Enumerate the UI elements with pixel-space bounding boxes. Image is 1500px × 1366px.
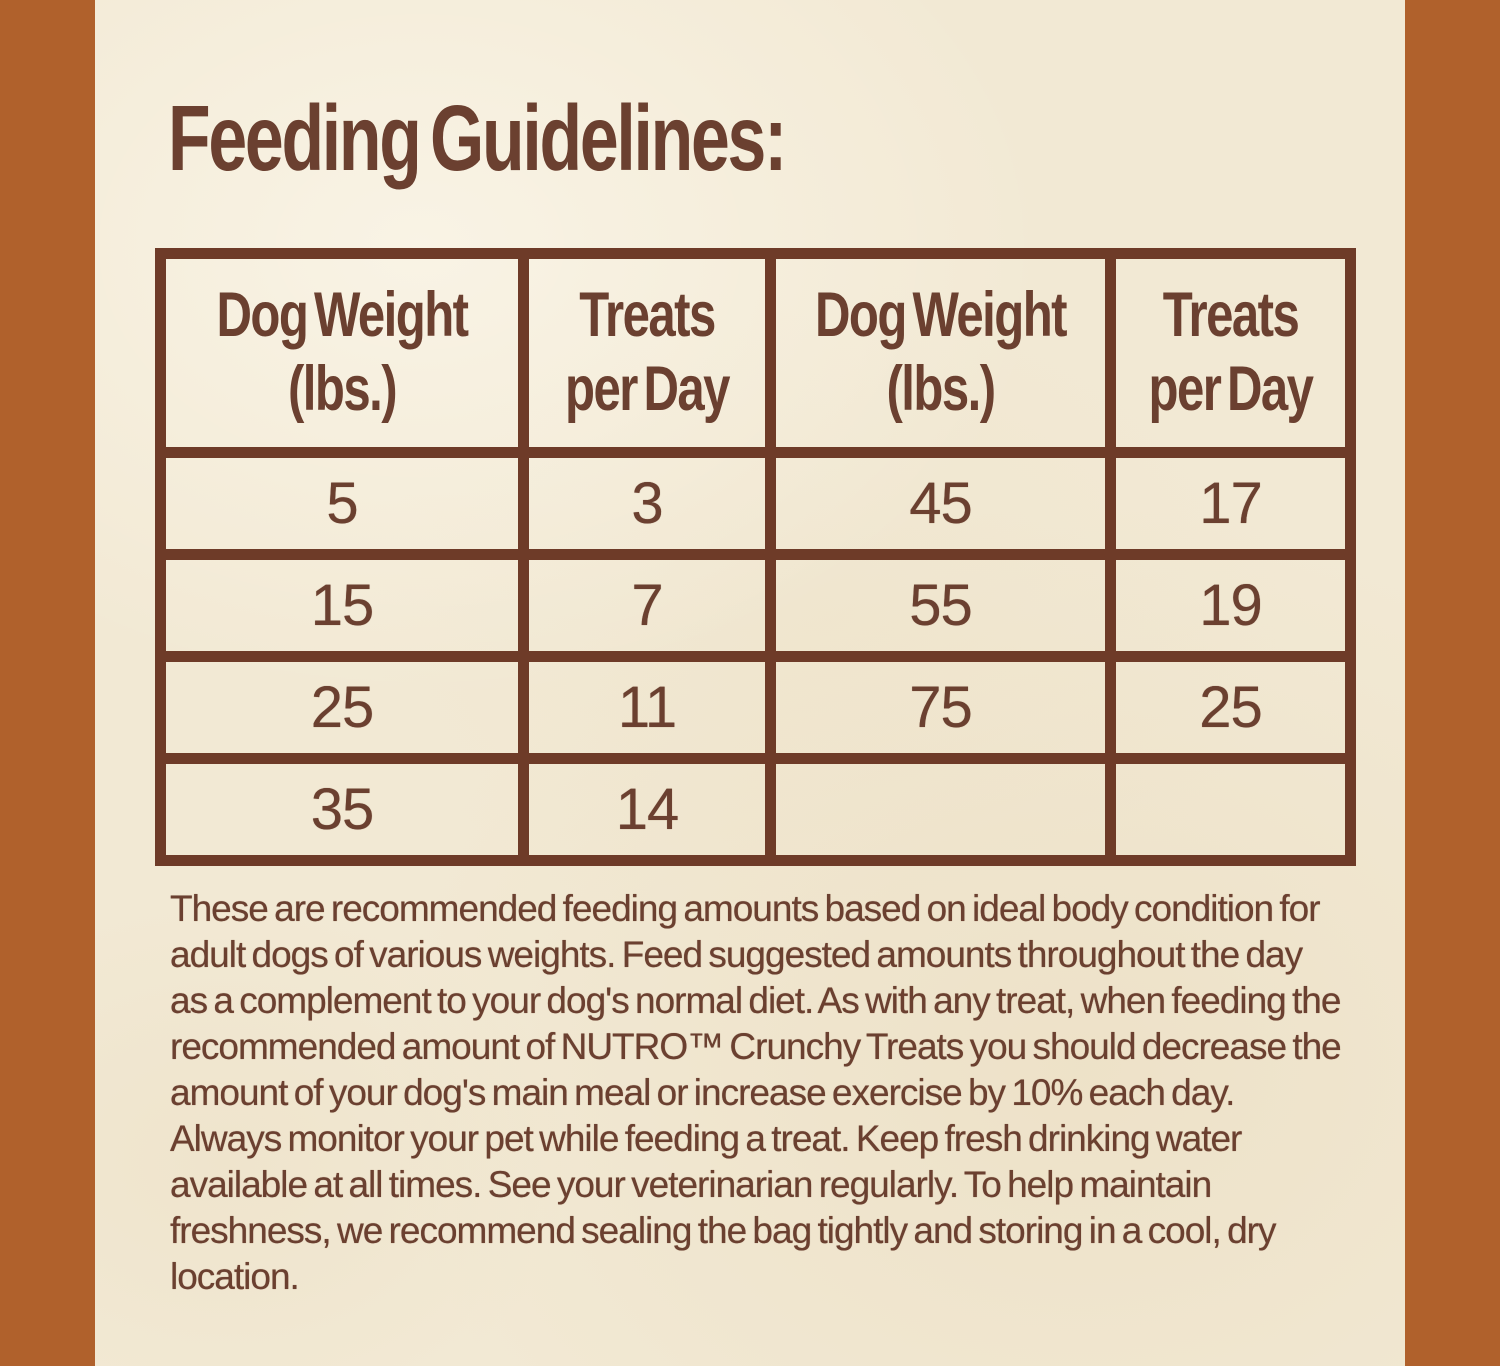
cell-treats-per-day: 19 bbox=[1105, 549, 1356, 662]
header-treats-per-day-right: Treats per Day bbox=[1105, 248, 1356, 458]
header-line: (lbs.) bbox=[886, 354, 996, 424]
table-row: 15 7 55 19 bbox=[155, 549, 1356, 662]
cell-dog-weight: 45 bbox=[765, 447, 1116, 560]
header-line: Dog Weight bbox=[216, 280, 470, 351]
cell-treats-per-day: 7 bbox=[518, 549, 776, 662]
page-title: Feeding Guidelines: bbox=[168, 86, 787, 190]
table-row: 35 14 bbox=[155, 753, 1356, 866]
table-header-row: Dog Weight (lbs.) Treats per Day Dog Wei… bbox=[155, 248, 1356, 458]
cell-treats-per-day-empty bbox=[1105, 753, 1356, 866]
cell-dog-weight: 25 bbox=[155, 651, 529, 764]
cell-treats-per-day: 11 bbox=[518, 651, 776, 764]
header-line: Treats bbox=[579, 280, 716, 351]
right-border-stripe bbox=[1405, 0, 1500, 1366]
header-dog-weight-right: Dog Weight (lbs.) bbox=[765, 248, 1116, 458]
cell-treats-per-day: 14 bbox=[518, 753, 776, 866]
cell-dog-weight-empty bbox=[765, 753, 1116, 866]
cell-dog-weight: 15 bbox=[155, 549, 529, 662]
cell-dog-weight: 35 bbox=[155, 753, 529, 866]
header-line: Dog Weight bbox=[815, 280, 1068, 351]
header-line: per Day bbox=[1148, 354, 1314, 424]
cell-dog-weight: 55 bbox=[765, 549, 1116, 662]
cell-treats-per-day: 25 bbox=[1105, 651, 1356, 764]
table-row: 5 3 45 17 bbox=[155, 447, 1356, 560]
feeding-instructions-paragraph: These are recommended feeding amounts ba… bbox=[170, 888, 1342, 1297]
header-line: per Day bbox=[565, 354, 730, 424]
cell-treats-per-day: 3 bbox=[518, 447, 776, 560]
left-border-stripe bbox=[0, 0, 95, 1366]
header-line: (lbs.) bbox=[287, 354, 398, 424]
cell-treats-per-day: 17 bbox=[1105, 447, 1356, 560]
feeding-guidelines-table: Dog Weight (lbs.) Treats per Day Dog Wei… bbox=[155, 248, 1356, 866]
cell-dog-weight: 5 bbox=[155, 447, 529, 560]
header-line: Treats bbox=[1162, 280, 1300, 351]
cell-dog-weight: 75 bbox=[765, 651, 1116, 764]
header-dog-weight-left: Dog Weight (lbs.) bbox=[155, 248, 529, 458]
table-row: 25 11 75 25 bbox=[155, 651, 1356, 764]
header-treats-per-day-left: Treats per Day bbox=[518, 248, 776, 458]
